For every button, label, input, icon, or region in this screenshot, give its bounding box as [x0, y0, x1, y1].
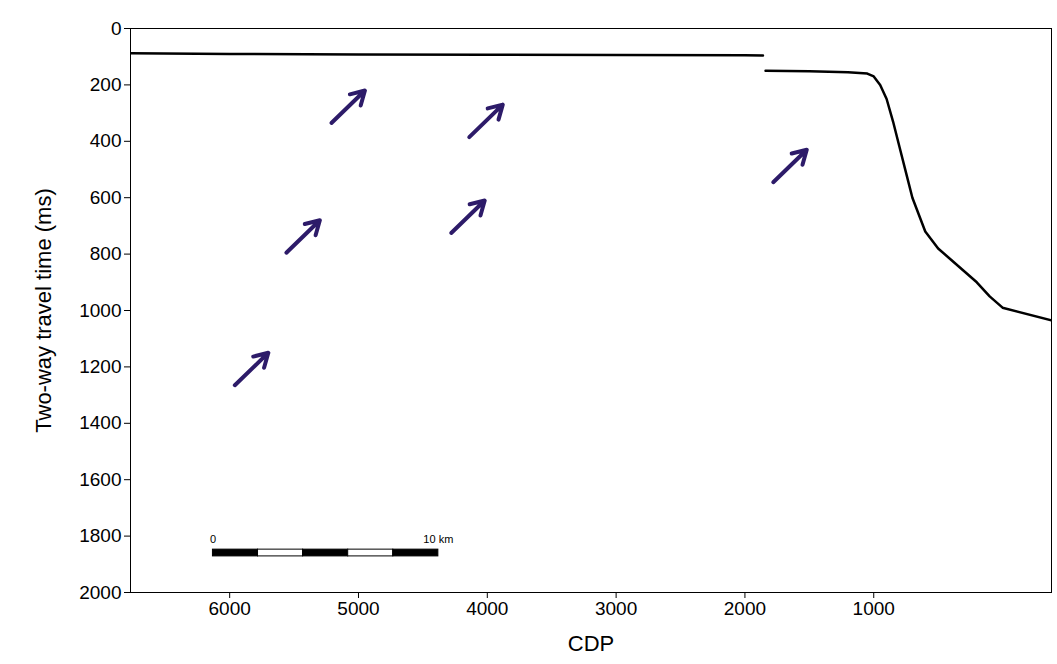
svg-text:4000: 4000: [466, 598, 508, 619]
svg-text:0: 0: [111, 18, 122, 39]
svg-text:5000: 5000: [337, 598, 379, 619]
svg-text:1400: 1400: [79, 412, 121, 433]
svg-text:3000: 3000: [595, 598, 637, 619]
svg-text:6000: 6000: [209, 598, 251, 619]
svg-text:1600: 1600: [79, 469, 121, 490]
svg-text:600: 600: [90, 187, 122, 208]
svg-text:1200: 1200: [79, 356, 121, 377]
svg-text:400: 400: [90, 130, 122, 151]
svg-text:10 km: 10 km: [423, 533, 453, 545]
svg-text:2000: 2000: [724, 598, 766, 619]
svg-text:1000: 1000: [79, 300, 121, 321]
svg-text:1800: 1800: [79, 525, 121, 546]
svg-text:2000: 2000: [79, 582, 121, 603]
svg-text:200: 200: [90, 74, 122, 95]
svg-text:CDP: CDP: [568, 631, 614, 656]
svg-text:0: 0: [210, 533, 216, 545]
svg-text:1000: 1000: [853, 598, 895, 619]
svg-text:Two-way travel time (ms): Two-way travel time (ms): [31, 188, 56, 432]
svg-text:800: 800: [90, 243, 122, 264]
